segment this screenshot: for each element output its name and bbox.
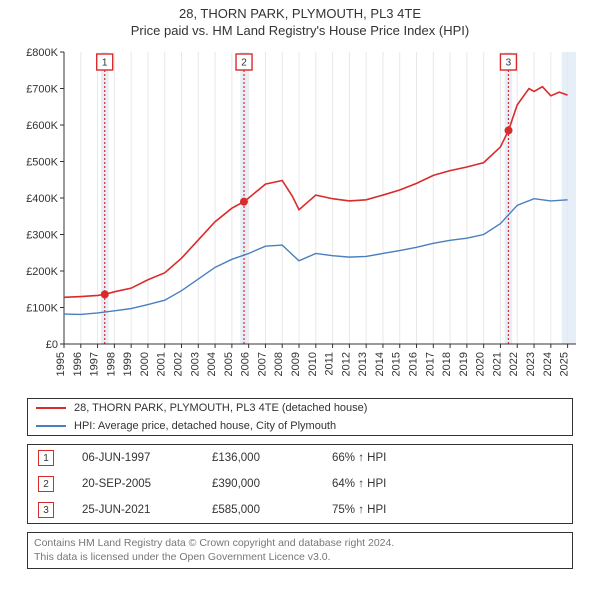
x-tick-label: 2014: [374, 352, 386, 376]
sale-marker-num: 1: [43, 453, 49, 464]
title-address: 28, THORN PARK, PLYMOUTH, PL3 4TE: [179, 6, 421, 21]
footer-line1: Contains HM Land Registry data © Crown c…: [34, 537, 566, 551]
x-tick-label: 2005: [223, 352, 235, 376]
sale-point-marker: [240, 198, 248, 206]
legend-label-series2: HPI: Average price, detached house, City…: [74, 420, 336, 432]
sale-pct: 64% ↑ HPI: [332, 478, 452, 490]
x-tick-label: 1996: [72, 352, 84, 376]
sale-pct: 75% ↑ HPI: [332, 504, 452, 516]
table-row: 1 06-JUN-1997 £136,000 66% ↑ HPI: [28, 445, 572, 471]
sale-date: 06-JUN-1997: [82, 452, 212, 464]
x-tick-label: 1999: [122, 352, 134, 376]
x-tick-label: 2008: [273, 352, 285, 376]
x-tick-label: 2022: [508, 352, 520, 376]
sale-marker-box-3: 3: [38, 502, 54, 518]
y-tick-label: £500K: [26, 157, 58, 169]
sale-marker-box-1: 1: [38, 450, 54, 466]
x-tick-label: 1995: [55, 352, 67, 376]
y-tick-label: £700K: [26, 84, 58, 96]
attribution-footer: Contains HM Land Registry data © Crown c…: [27, 532, 573, 569]
y-tick-label: £800K: [26, 47, 58, 59]
x-tick-label: 2013: [357, 352, 369, 376]
y-tick-label: £300K: [26, 230, 58, 242]
legend-row: HPI: Average price, detached house, City…: [28, 417, 572, 435]
x-tick-label: 2012: [340, 352, 352, 376]
title-subtitle: Price paid vs. HM Land Registry's House …: [131, 23, 469, 38]
legend-row: 28, THORN PARK, PLYMOUTH, PL3 4TE (detac…: [28, 399, 572, 417]
sale-point-marker: [505, 126, 513, 134]
sale-marker-num: 3: [43, 505, 49, 516]
sale-pct: 66% ↑ HPI: [332, 452, 452, 464]
x-tick-label: 2002: [173, 352, 185, 376]
sale-date: 20-SEP-2005: [82, 478, 212, 490]
x-tick-label: 2018: [441, 352, 453, 376]
sale-point-marker: [101, 290, 109, 298]
x-tick-label: 2016: [408, 352, 420, 376]
footer-line2: This data is licensed under the Open Gov…: [34, 551, 566, 565]
svg-text:1: 1: [102, 58, 108, 69]
table-row: 2 20-SEP-2005 £390,000 64% ↑ HPI: [28, 471, 572, 497]
x-tick-label: 1998: [105, 352, 117, 376]
sale-price: £390,000: [212, 478, 332, 490]
legend-swatch-series1: [36, 407, 66, 409]
x-tick-label: 2017: [424, 352, 436, 376]
x-tick-label: 2024: [542, 352, 554, 376]
sale-date: 25-JUN-2021: [82, 504, 212, 516]
y-tick-label: £100K: [26, 303, 58, 315]
chart-container: 28, THORN PARK, PLYMOUTH, PL3 4TE Price …: [0, 0, 600, 569]
svg-text:3: 3: [506, 58, 512, 69]
x-tick-label: 2009: [290, 352, 302, 376]
svg-text:2: 2: [241, 58, 247, 69]
sales-table: 1 06-JUN-1997 £136,000 66% ↑ HPI 2 20-SE…: [27, 444, 573, 524]
x-tick-label: 2023: [525, 352, 537, 376]
legend-label-series1: 28, THORN PARK, PLYMOUTH, PL3 4TE (detac…: [74, 402, 367, 414]
x-tick-label: 2011: [324, 352, 336, 376]
x-tick-label: 2001: [156, 352, 168, 376]
y-tick-label: £600K: [26, 120, 58, 132]
x-tick-label: 2006: [240, 352, 252, 376]
x-tick-label: 2015: [391, 352, 403, 376]
chart-area: 1 2 3 £0 £100K £200K £300K £400K £500K £600K £700K…: [16, 44, 584, 394]
x-tick-label: 2025: [559, 352, 571, 376]
x-tick-label: 1997: [89, 352, 101, 376]
x-tick-label: 2004: [206, 352, 218, 376]
x-tick-label: 2007: [256, 352, 268, 376]
y-tick-label: £400K: [26, 193, 58, 205]
sale-price: £585,000: [212, 504, 332, 516]
x-tick-label: 2021: [491, 352, 503, 376]
table-row: 3 25-JUN-2021 £585,000 75% ↑ HPI: [28, 497, 572, 523]
chart-svg: 1 2 3 £0 £100K £200K £300K £400K £500K £600K £700K…: [16, 44, 584, 394]
sale-marker-box-2: 2: [38, 476, 54, 492]
x-tick-label: 2010: [307, 352, 319, 376]
x-tick-label: 2000: [139, 352, 151, 376]
y-tick-label: £0: [46, 339, 58, 351]
y-tick-label: £200K: [26, 266, 58, 278]
x-tick-label: 2003: [189, 352, 201, 376]
sale-price: £136,000: [212, 452, 332, 464]
x-tick-label: 2019: [458, 352, 470, 376]
x-tick-label: 2020: [475, 352, 487, 376]
legend-swatch-series2: [36, 425, 66, 427]
sale-marker-num: 2: [43, 479, 49, 490]
legend: 28, THORN PARK, PLYMOUTH, PL3 4TE (detac…: [27, 398, 573, 436]
